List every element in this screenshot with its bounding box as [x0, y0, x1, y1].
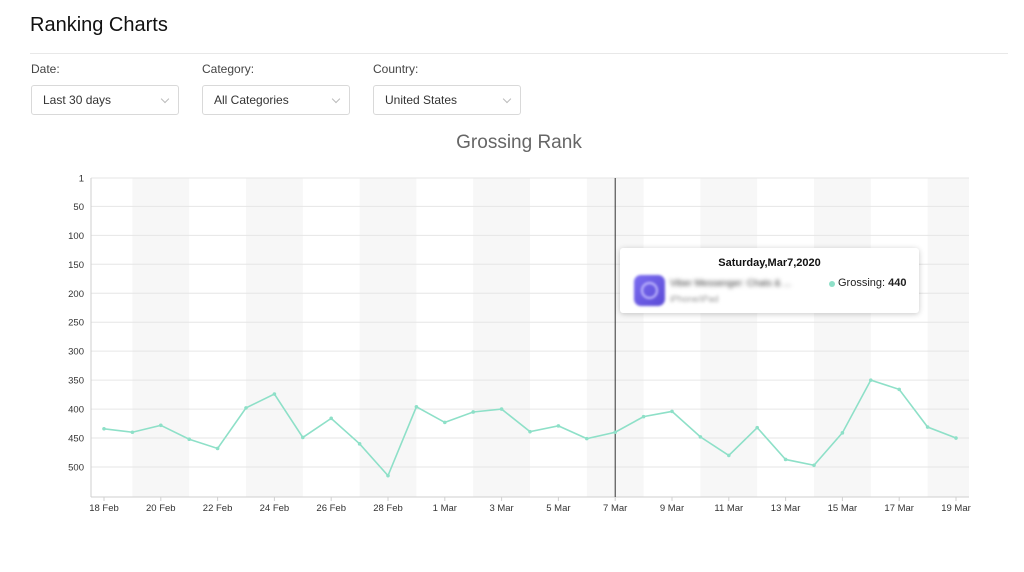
date-select-value: Last 30 days [43, 93, 112, 107]
data-point [869, 378, 873, 382]
x-tick-label: 19 Mar [941, 503, 971, 514]
y-tick-label: 200 [68, 289, 84, 300]
data-point [897, 387, 901, 392]
x-tick-label: 3 Mar [489, 503, 513, 514]
y-tick-label: 50 [73, 202, 84, 213]
page-title: Ranking Charts [30, 14, 168, 36]
data-point [812, 463, 816, 468]
x-tick-label: 20 Feb [146, 503, 176, 514]
chart-band [700, 178, 758, 497]
data-point [698, 435, 703, 439]
country-select[interactable]: United States [373, 85, 521, 115]
y-tick-label: 100 [68, 231, 84, 242]
tooltip-series-label: Grossing: [838, 277, 886, 289]
data-point [556, 424, 561, 428]
chart-tooltip: Saturday,Mar7,2020 Viber Messenger: Chat… [620, 248, 919, 313]
y-tick-label: 350 [68, 376, 84, 387]
y-tick-label: 450 [68, 434, 84, 445]
data-point [443, 420, 447, 425]
data-point [499, 407, 504, 411]
country-select-value: United States [385, 93, 458, 107]
data-point [585, 436, 589, 441]
x-tick-label: 5 Mar [546, 503, 570, 514]
data-point [215, 446, 220, 451]
x-tick-label: 11 Mar [714, 503, 743, 514]
chart-title: Grossing Rank [456, 132, 582, 153]
chart-band [246, 178, 303, 497]
app-icon [634, 275, 665, 306]
data-point [301, 435, 305, 440]
tooltip-series: Grossing: 440 [838, 277, 907, 289]
x-tick-label: 7 Mar [603, 503, 627, 514]
data-point [954, 436, 958, 440]
data-point [925, 425, 930, 429]
data-point [840, 431, 845, 435]
data-point [641, 414, 646, 419]
data-point [414, 404, 419, 409]
x-tick-label: 28 Feb [373, 503, 403, 514]
y-tick-label: 300 [68, 347, 84, 358]
data-point [102, 426, 106, 431]
data-point [783, 457, 788, 462]
chart-band [927, 178, 969, 497]
data-point [528, 429, 532, 434]
y-tick-label: 500 [68, 463, 84, 474]
data-point [670, 409, 674, 414]
category-filter-label: Category: [202, 62, 255, 76]
y-tick-label: 250 [68, 318, 84, 329]
y-tick-label: 400 [68, 405, 84, 416]
series-dot-icon [829, 281, 835, 287]
x-tick-label: 15 Mar [828, 503, 858, 514]
category-select[interactable]: All Categories [202, 85, 350, 115]
data-point [471, 410, 476, 414]
header-divider [30, 53, 1008, 54]
data-point [613, 430, 617, 435]
x-tick-label: 26 Feb [316, 503, 346, 514]
y-tick-label: 1 [79, 174, 84, 185]
tooltip-series-value: 440 [888, 277, 907, 289]
date-select[interactable]: Last 30 days [31, 85, 179, 115]
data-point [159, 423, 163, 428]
data-point [727, 453, 731, 458]
data-point [272, 392, 277, 396]
data-point [357, 442, 362, 446]
chart-band [359, 178, 417, 497]
x-tick-label: 17 Mar [884, 503, 914, 514]
tooltip-app-name: Viber Messenger: Chats & ... [670, 278, 792, 289]
data-point [329, 416, 334, 421]
x-tick-label: 22 Feb [203, 503, 233, 514]
chart-band [814, 178, 871, 497]
country-filter-label: Country: [373, 62, 419, 76]
chart-band [132, 178, 190, 497]
date-filter-label: Date: [31, 62, 60, 76]
data-point [386, 473, 390, 478]
x-tick-label: 24 Feb [260, 503, 290, 514]
category-select-value: All Categories [214, 93, 289, 107]
data-point [755, 425, 759, 430]
data-point [187, 437, 191, 442]
tooltip-app-platform: iPhone/iPad [670, 294, 719, 304]
chevron-down-icon [331, 94, 341, 104]
chevron-down-icon [502, 94, 512, 104]
x-tick-label: 9 Mar [660, 503, 684, 514]
y-tick-label: 150 [68, 260, 84, 271]
x-tick-label: 13 Mar [771, 503, 801, 514]
x-tick-label: 18 Feb [89, 503, 119, 514]
data-point [244, 406, 248, 410]
tooltip-date: Saturday,Mar7,2020 [718, 257, 821, 269]
chevron-down-icon [160, 94, 170, 104]
data-point [130, 430, 135, 435]
x-tick-label: 1 Mar [433, 503, 457, 514]
chart-band [473, 178, 530, 497]
